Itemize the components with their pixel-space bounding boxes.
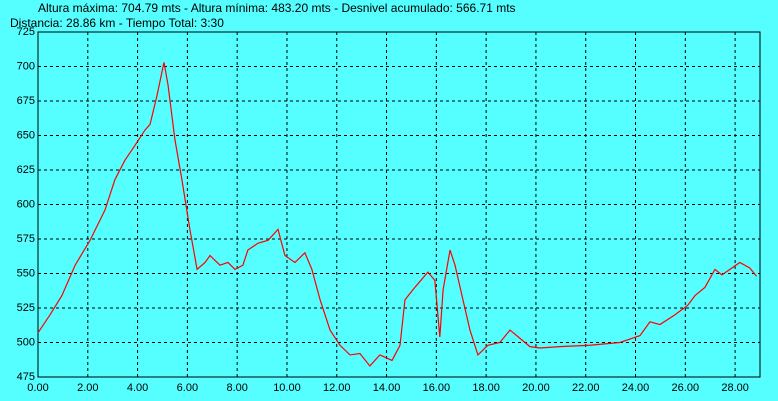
x-tick-label: 20.00 bbox=[522, 382, 550, 394]
chart-subtitle: Distancia: 28.86 km - Tiempo Total: 3:30 bbox=[10, 16, 224, 30]
x-tick-label: 26.00 bbox=[672, 382, 700, 394]
y-tick-label: 650 bbox=[17, 129, 35, 141]
x-tick-label: 8.00 bbox=[226, 382, 247, 394]
plot-border bbox=[37, 31, 761, 378]
x-tick-label: 22.00 bbox=[572, 382, 600, 394]
y-tick-label: 600 bbox=[17, 198, 35, 210]
y-tick-label: 700 bbox=[17, 60, 35, 72]
x-tick-label: 10.00 bbox=[273, 382, 301, 394]
x-tick-label: 4.00 bbox=[127, 382, 148, 394]
x-tick-label: 18.00 bbox=[472, 382, 500, 394]
x-tick-label: 2.00 bbox=[77, 382, 98, 394]
x-tick-label: 28.00 bbox=[721, 382, 749, 394]
y-tick-label: 625 bbox=[17, 164, 35, 176]
x-tick-label: 24.00 bbox=[622, 382, 650, 394]
y-tick-label: 575 bbox=[17, 233, 35, 245]
x-tick-label: 12.00 bbox=[323, 382, 351, 394]
x-tick-label: 0.00 bbox=[27, 382, 48, 394]
x-tick-label: 14.00 bbox=[373, 382, 401, 394]
chart-title: Altura máxima: 704.79 mts - Altura mínim… bbox=[38, 1, 516, 15]
x-tick-label: 6.00 bbox=[177, 382, 198, 394]
y-tick-label: 500 bbox=[17, 336, 35, 348]
y-tick-label: 550 bbox=[17, 267, 35, 279]
y-tick-label: 475 bbox=[17, 371, 35, 383]
y-tick-label: 525 bbox=[17, 302, 35, 314]
elevation-line bbox=[37, 62, 757, 367]
y-tick-label: 725 bbox=[17, 26, 35, 38]
y-tick-label: 675 bbox=[17, 95, 35, 107]
x-tick-label: 16.00 bbox=[423, 382, 451, 394]
